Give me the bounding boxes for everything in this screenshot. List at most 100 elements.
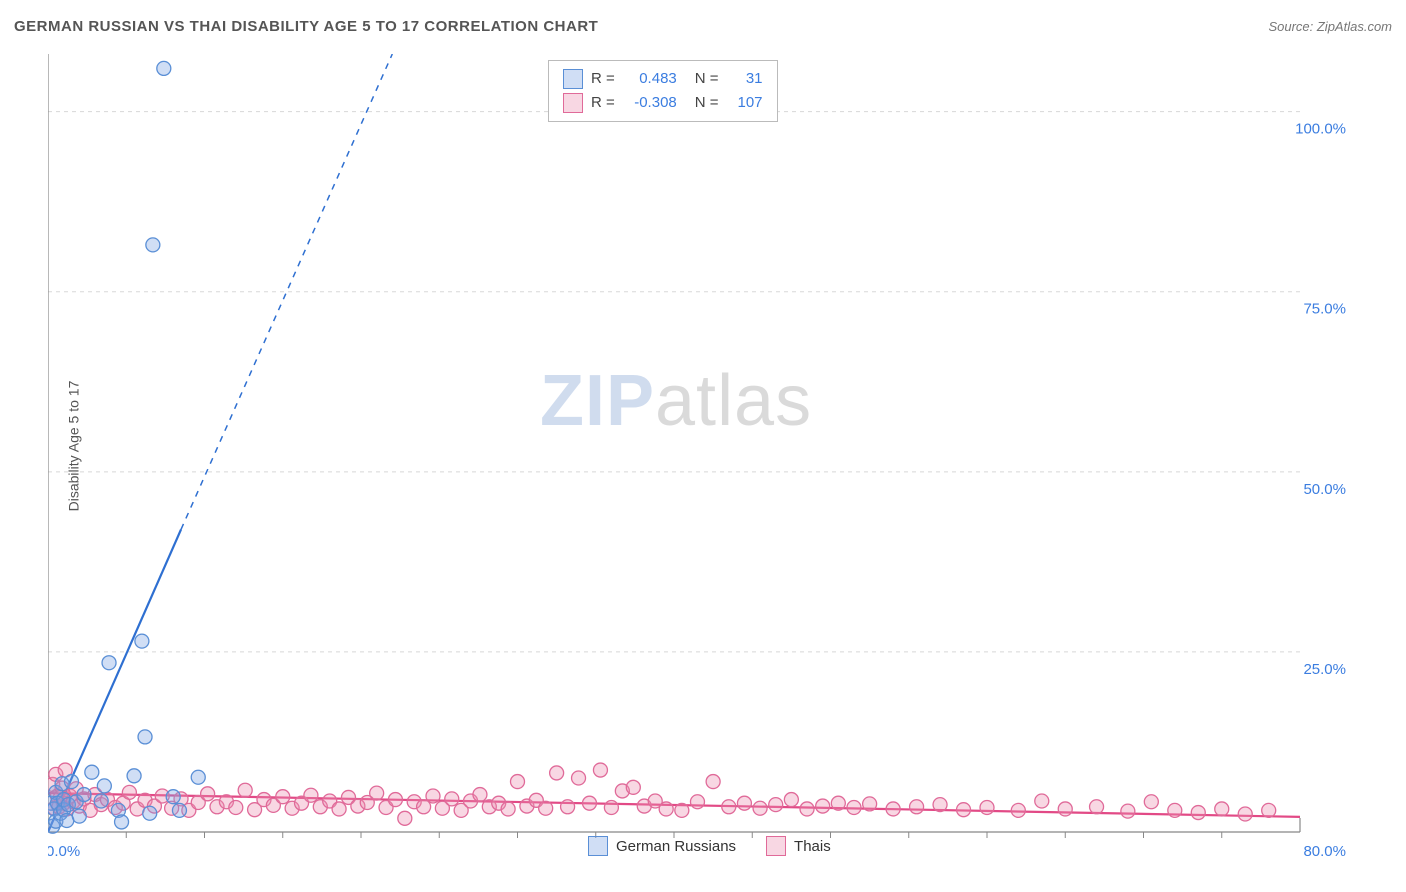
legend-label: Thais — [794, 838, 831, 855]
data-point — [332, 802, 346, 816]
data-point — [706, 775, 720, 789]
legend-label: German Russians — [616, 838, 736, 855]
data-point — [388, 793, 402, 807]
chart-area: 25.0%50.0%75.0%100.0%0.0%80.0% — [48, 54, 1348, 832]
data-point — [1011, 803, 1025, 817]
x-max-label: 80.0% — [1303, 843, 1346, 860]
stats-row: R = 0.483 N = 31 — [563, 67, 763, 91]
data-point — [445, 792, 459, 806]
data-point — [1144, 795, 1158, 809]
x-origin-label: 0.0% — [48, 843, 80, 860]
stat-r-value: -0.308 — [623, 91, 677, 115]
y-tick-label: 50.0% — [1303, 481, 1346, 498]
data-point — [143, 806, 157, 820]
stats-row: R = -0.308 N = 107 — [563, 91, 763, 115]
data-point — [72, 809, 86, 823]
data-point — [1035, 794, 1049, 808]
data-point — [550, 766, 564, 780]
scatter-chart: 25.0% 50.0% 75.0% 100.0% 0.0% 80.0% — [48, 54, 1348, 884]
stat-r-value: 0.483 — [623, 67, 677, 91]
data-point — [473, 788, 487, 802]
data-point — [1121, 804, 1135, 818]
data-point — [800, 802, 814, 816]
data-point — [172, 803, 186, 817]
correlation-stats-box: R = 0.483 N = 31 R = -0.308 N = 107 — [548, 60, 778, 122]
data-point — [753, 801, 767, 815]
data-point — [1058, 802, 1072, 816]
data-point — [1191, 806, 1205, 820]
data-point — [304, 788, 318, 802]
data-point — [398, 811, 412, 825]
chart-title: GERMAN RUSSIAN VS THAI DISABILITY AGE 5 … — [14, 18, 598, 35]
legend-swatch — [766, 836, 786, 856]
data-point — [1262, 803, 1276, 817]
data-point — [97, 779, 111, 793]
stat-n-label: N = — [695, 67, 719, 91]
data-point — [847, 801, 861, 815]
data-point — [582, 796, 596, 810]
data-point — [690, 795, 704, 809]
y-tick-label: 75.0% — [1303, 301, 1346, 318]
data-point — [593, 763, 607, 777]
legend-item: Thais — [766, 836, 831, 856]
data-point — [659, 802, 673, 816]
data-point — [64, 775, 78, 789]
stat-r-label: R = — [591, 67, 615, 91]
data-point — [831, 796, 845, 810]
data-point — [910, 800, 924, 814]
data-point — [561, 800, 575, 814]
data-point — [276, 790, 290, 804]
stat-n-label: N = — [695, 91, 719, 115]
data-point — [1238, 807, 1252, 821]
y-tick-label: 100.0% — [1295, 121, 1346, 138]
data-point — [626, 780, 640, 794]
legend-swatch — [588, 836, 608, 856]
data-point — [229, 801, 243, 815]
legend-item: German Russians — [588, 836, 736, 856]
data-point — [784, 793, 798, 807]
stat-n-value: 107 — [727, 91, 763, 115]
data-point — [933, 798, 947, 812]
data-point — [426, 789, 440, 803]
data-point — [1168, 803, 1182, 817]
data-point — [127, 769, 141, 783]
data-point — [604, 801, 618, 815]
data-point — [115, 815, 129, 829]
data-point — [102, 656, 116, 670]
data-point — [886, 802, 900, 816]
data-point — [511, 775, 525, 789]
data-point — [238, 783, 252, 797]
data-point — [1215, 802, 1229, 816]
data-point — [135, 634, 149, 648]
data-point — [166, 790, 180, 804]
data-point — [675, 803, 689, 817]
data-point — [769, 798, 783, 812]
data-point — [138, 730, 152, 744]
stat-n-value: 31 — [727, 67, 763, 91]
data-point — [146, 238, 160, 252]
source-attribution: Source: ZipAtlas.com — [1268, 19, 1392, 34]
data-point — [501, 802, 515, 816]
data-point — [122, 785, 136, 799]
data-point — [980, 801, 994, 815]
data-point — [370, 786, 384, 800]
series-legend: German Russians Thais — [588, 836, 831, 856]
data-point — [201, 787, 215, 801]
data-point — [957, 803, 971, 817]
y-tick-label: 25.0% — [1303, 661, 1346, 678]
data-point — [1090, 800, 1104, 814]
data-point — [572, 771, 586, 785]
stat-r-label: R = — [591, 91, 615, 115]
data-point — [816, 799, 830, 813]
legend-swatch — [563, 93, 583, 113]
data-point — [85, 765, 99, 779]
data-point — [722, 800, 736, 814]
data-point — [863, 797, 877, 811]
chart-header: GERMAN RUSSIAN VS THAI DISABILITY AGE 5 … — [14, 18, 1392, 35]
data-point — [94, 794, 108, 808]
data-point — [77, 788, 91, 802]
data-point — [157, 61, 171, 75]
data-point — [737, 796, 751, 810]
data-point — [539, 801, 553, 815]
data-point — [191, 770, 205, 784]
